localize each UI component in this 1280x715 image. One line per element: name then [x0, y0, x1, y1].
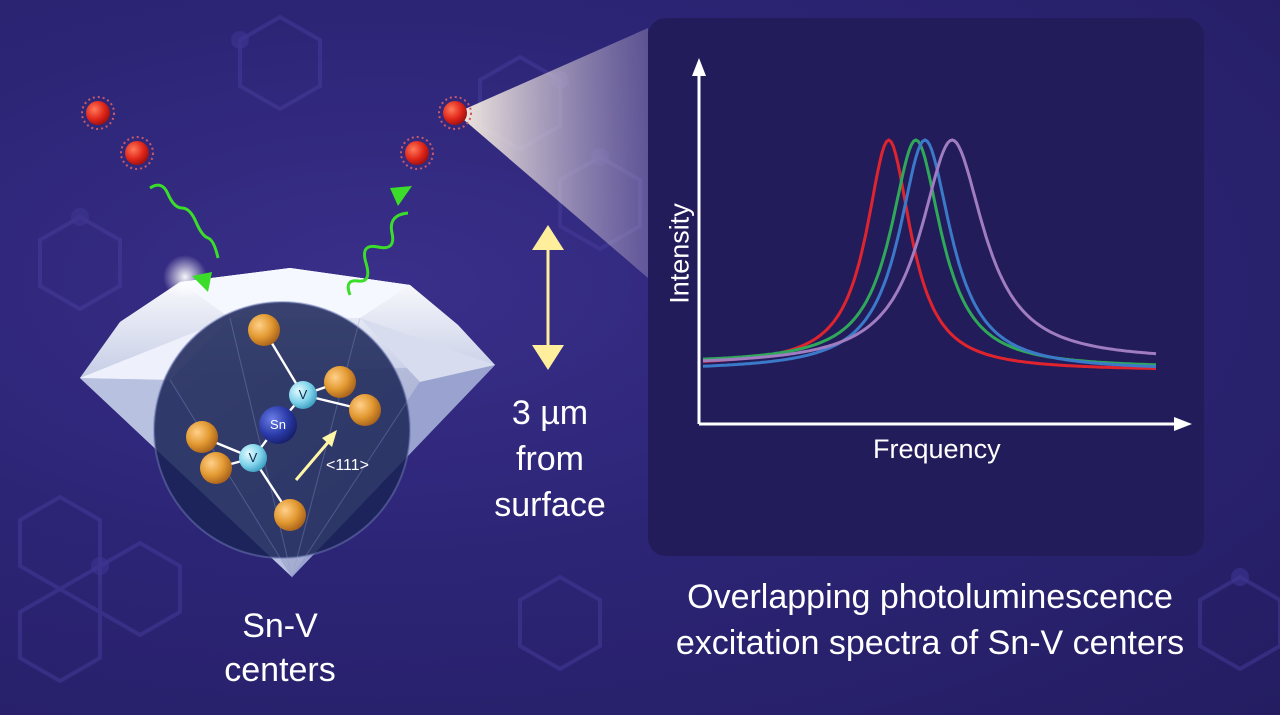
x-axis-arrowhead [1174, 417, 1192, 431]
defect-name-line: centers [224, 651, 336, 689]
emitter-atom [443, 101, 467, 125]
tin-atom-label: Sn [270, 417, 286, 432]
chart-caption: Overlapping photoluminescence excitation… [620, 574, 1240, 666]
crystal-direction-label: <111> [326, 457, 370, 474]
vacancy-atom [239, 444, 267, 472]
emitter-atom [86, 101, 110, 125]
direction-arrow [294, 430, 337, 481]
outgoing-photon-arrow [346, 186, 412, 296]
caption-line: excitation spectra of Sn-V centers [675, 624, 1185, 662]
depth-double-arrow [532, 225, 564, 370]
depth-label: 3 µm from surface [470, 390, 630, 528]
depth-line: 3 µm [511, 394, 589, 432]
spectrum-line-4 [702, 138, 1157, 363]
spectrum-line-2 [702, 138, 1157, 367]
y-axis-arrowhead [692, 58, 706, 76]
chart-axes [697, 73, 1178, 426]
emitter-atom [125, 141, 149, 165]
x-axis-label: Frequency [873, 434, 1001, 464]
diamond [80, 255, 495, 578]
carbon-atom [186, 421, 218, 453]
caption-line: Overlapping photoluminescence [687, 578, 1173, 616]
vacancy-atom-label: V [298, 387, 308, 402]
vacancy-atom [289, 381, 317, 409]
carbon-atom [324, 366, 356, 398]
spectra-chart [692, 58, 1192, 431]
carbon-atom [274, 499, 306, 531]
y-axis-label: Intensity [664, 203, 695, 304]
light-beam [456, 28, 648, 278]
emitter-atom [405, 141, 429, 165]
red-emitter-atoms [81, 96, 472, 170]
defect-name-line: Sn-V [242, 607, 318, 645]
carbon-atom [200, 452, 232, 484]
tin-atom [259, 406, 297, 444]
spectra-chart-panel: Frequency Intensity [648, 18, 1204, 556]
incoming-photon-arrow [149, 183, 220, 292]
vacancy-atom-label: V [248, 450, 258, 465]
defect-name-label: Sn-V centers [190, 604, 370, 692]
carbon-atom [248, 314, 280, 346]
carbon-atom [349, 394, 381, 426]
depth-line: surface [494, 486, 606, 524]
spectrum-line-3 [702, 138, 1157, 369]
depth-line: from [516, 440, 584, 478]
